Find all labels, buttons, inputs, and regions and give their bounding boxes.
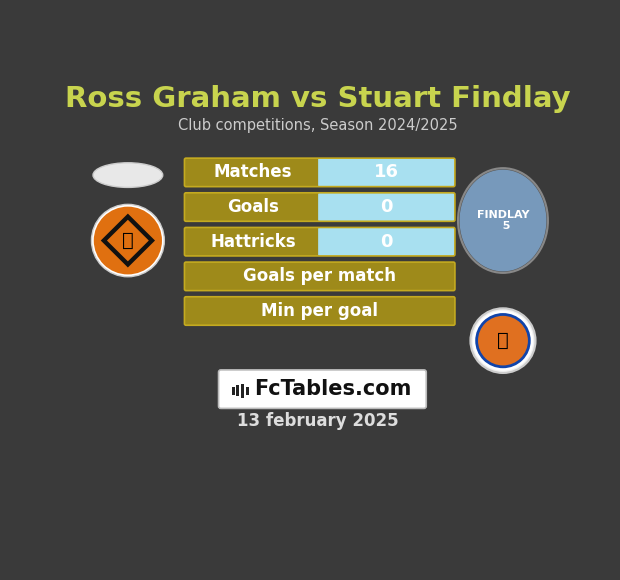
Ellipse shape bbox=[458, 168, 548, 273]
FancyBboxPatch shape bbox=[185, 227, 321, 256]
Circle shape bbox=[471, 309, 536, 373]
FancyBboxPatch shape bbox=[185, 158, 321, 187]
Text: Ross Graham vs Stuart Findlay: Ross Graham vs Stuart Findlay bbox=[65, 85, 570, 113]
Polygon shape bbox=[107, 220, 149, 262]
Text: FINDLAY
  5: FINDLAY 5 bbox=[477, 210, 529, 231]
Bar bbox=[236, 385, 239, 396]
FancyBboxPatch shape bbox=[318, 227, 455, 256]
FancyBboxPatch shape bbox=[185, 297, 455, 325]
Circle shape bbox=[477, 314, 529, 367]
Text: 0: 0 bbox=[380, 198, 393, 216]
Text: Hattricks: Hattricks bbox=[210, 233, 296, 251]
Text: FcTables.com: FcTables.com bbox=[255, 379, 412, 399]
Bar bbox=[232, 387, 235, 394]
Text: 🦁: 🦁 bbox=[122, 231, 134, 250]
Ellipse shape bbox=[93, 163, 162, 187]
FancyBboxPatch shape bbox=[185, 262, 455, 291]
Text: 0: 0 bbox=[380, 233, 393, 251]
Text: Matches: Matches bbox=[214, 164, 292, 182]
Bar bbox=[241, 384, 244, 398]
FancyBboxPatch shape bbox=[318, 193, 455, 222]
Circle shape bbox=[92, 204, 164, 277]
Text: ⚽: ⚽ bbox=[497, 331, 509, 350]
Text: Club competitions, Season 2024/2025: Club competitions, Season 2024/2025 bbox=[178, 118, 458, 133]
Text: Min per goal: Min per goal bbox=[261, 302, 378, 320]
Text: Goals: Goals bbox=[227, 198, 279, 216]
Circle shape bbox=[94, 206, 162, 274]
Text: 16: 16 bbox=[374, 164, 399, 182]
FancyBboxPatch shape bbox=[185, 193, 321, 222]
Bar bbox=[246, 387, 249, 394]
Ellipse shape bbox=[459, 170, 546, 271]
FancyBboxPatch shape bbox=[318, 158, 455, 187]
Circle shape bbox=[472, 311, 533, 371]
FancyBboxPatch shape bbox=[219, 370, 427, 408]
Polygon shape bbox=[100, 213, 155, 267]
Text: Goals per match: Goals per match bbox=[243, 267, 396, 285]
Text: 13 february 2025: 13 february 2025 bbox=[237, 412, 399, 430]
